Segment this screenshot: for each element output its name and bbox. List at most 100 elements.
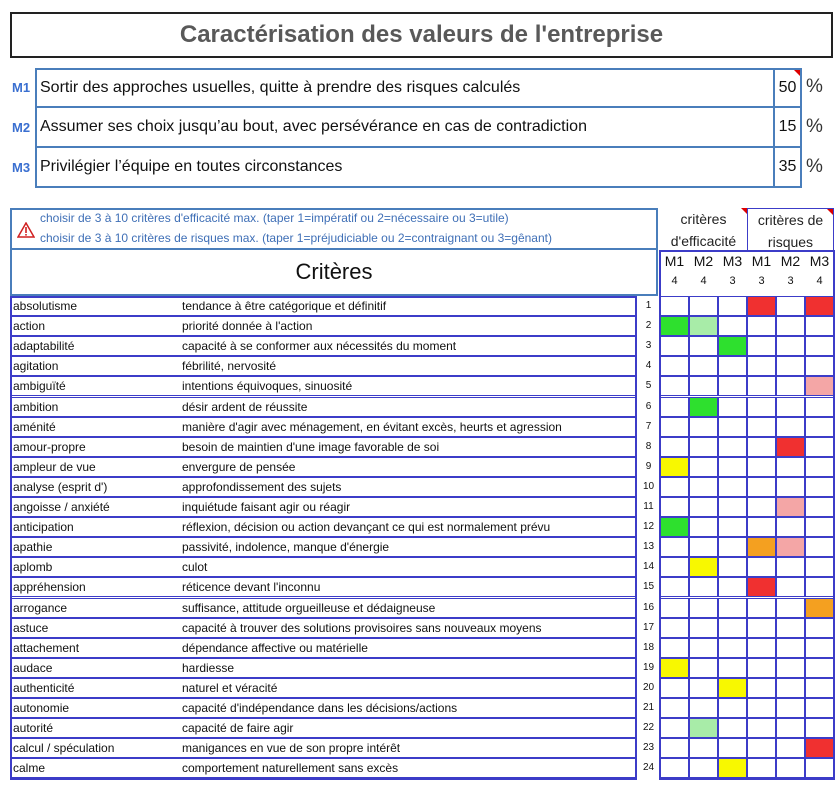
score-cell[interactable]: [747, 698, 776, 718]
score-cell[interactable]: [718, 416, 747, 437]
score-cell[interactable]: [689, 316, 718, 337]
score-cell[interactable]: [718, 376, 747, 397]
score-cell[interactable]: [660, 456, 689, 477]
score-cell[interactable]: [718, 436, 747, 457]
score-cell[interactable]: [747, 718, 776, 739]
score-cell[interactable]: [660, 316, 689, 337]
score-cell[interactable]: [689, 677, 718, 698]
score-cell[interactable]: [660, 296, 689, 316]
score-cell[interactable]: [718, 577, 747, 598]
score-cell[interactable]: [776, 718, 805, 739]
score-cell[interactable]: [776, 537, 805, 558]
score-cell[interactable]: [776, 497, 805, 517]
score-cell[interactable]: [660, 396, 689, 417]
score-cell[interactable]: [660, 577, 689, 598]
score-cell[interactable]: [660, 436, 689, 457]
score-cell[interactable]: [747, 476, 776, 497]
score-cell[interactable]: [718, 336, 747, 357]
score-cell[interactable]: [805, 396, 834, 417]
score-cell[interactable]: [660, 718, 689, 739]
score-cell[interactable]: [805, 316, 834, 337]
score-cell[interactable]: [718, 476, 747, 497]
score-cell[interactable]: [776, 376, 805, 397]
score-cell[interactable]: [718, 557, 747, 578]
score-cell[interactable]: [747, 637, 776, 658]
score-cell[interactable]: [747, 677, 776, 698]
score-cell[interactable]: [776, 637, 805, 658]
score-cell[interactable]: [718, 497, 747, 517]
score-cell[interactable]: [660, 758, 689, 779]
score-cell[interactable]: [776, 396, 805, 417]
score-cell[interactable]: [776, 597, 805, 618]
score-cell[interactable]: [689, 396, 718, 417]
score-cell[interactable]: [660, 637, 689, 658]
score-cell[interactable]: [747, 537, 776, 558]
score-cell[interactable]: [776, 758, 805, 779]
score-cell[interactable]: [805, 698, 834, 718]
score-cell[interactable]: [776, 617, 805, 638]
score-cell[interactable]: [747, 376, 776, 397]
score-cell[interactable]: [718, 537, 747, 558]
score-cell[interactable]: [805, 758, 834, 779]
score-cell[interactable]: [660, 416, 689, 437]
score-cell[interactable]: [776, 336, 805, 357]
score-cell[interactable]: [660, 698, 689, 718]
score-cell[interactable]: [805, 456, 834, 477]
score-cell[interactable]: [805, 637, 834, 658]
score-cell[interactable]: [747, 456, 776, 477]
score-cell[interactable]: [660, 617, 689, 638]
score-cell[interactable]: [776, 657, 805, 678]
score-cell[interactable]: [660, 356, 689, 377]
score-cell[interactable]: [747, 416, 776, 437]
score-cell[interactable]: [805, 517, 834, 538]
score-cell[interactable]: [776, 738, 805, 759]
score-cell[interactable]: [718, 758, 747, 779]
score-cell[interactable]: [747, 436, 776, 457]
score-cell[interactable]: [718, 597, 747, 618]
score-cell[interactable]: [805, 677, 834, 698]
score-cell[interactable]: [660, 738, 689, 759]
score-cell[interactable]: [660, 517, 689, 538]
score-cell[interactable]: [776, 456, 805, 477]
score-cell[interactable]: [689, 577, 718, 598]
score-cell[interactable]: [689, 436, 718, 457]
score-cell[interactable]: [689, 416, 718, 437]
score-cell[interactable]: [718, 617, 747, 638]
score-cell[interactable]: [689, 376, 718, 397]
mission-percent-input[interactable]: 50: [775, 68, 802, 108]
score-cell[interactable]: [776, 356, 805, 377]
score-cell[interactable]: [689, 698, 718, 718]
score-cell[interactable]: [776, 316, 805, 337]
score-cell[interactable]: [718, 698, 747, 718]
mission-percent-input[interactable]: 35: [775, 148, 802, 188]
score-cell[interactable]: [747, 617, 776, 638]
score-cell[interactable]: [718, 517, 747, 538]
score-cell[interactable]: [776, 557, 805, 578]
score-cell[interactable]: [776, 517, 805, 538]
score-cell[interactable]: [805, 416, 834, 437]
score-cell[interactable]: [805, 718, 834, 739]
score-cell[interactable]: [747, 356, 776, 377]
score-cell[interactable]: [660, 597, 689, 618]
score-cell[interactable]: [776, 476, 805, 497]
score-cell[interactable]: [776, 416, 805, 437]
score-cell[interactable]: [747, 497, 776, 517]
score-cell[interactable]: [747, 557, 776, 578]
score-cell[interactable]: [689, 637, 718, 658]
score-cell[interactable]: [689, 456, 718, 477]
score-cell[interactable]: [660, 376, 689, 397]
score-cell[interactable]: [689, 738, 718, 759]
score-cell[interactable]: [689, 718, 718, 739]
score-cell[interactable]: [805, 497, 834, 517]
score-cell[interactable]: [689, 597, 718, 618]
score-cell[interactable]: [689, 557, 718, 578]
score-cell[interactable]: [718, 316, 747, 337]
score-cell[interactable]: [747, 758, 776, 779]
score-cell[interactable]: [718, 657, 747, 678]
score-cell[interactable]: [689, 537, 718, 558]
mission-percent-input[interactable]: 15: [775, 108, 802, 148]
score-cell[interactable]: [747, 316, 776, 337]
score-cell[interactable]: [805, 476, 834, 497]
score-cell[interactable]: [805, 657, 834, 678]
score-cell[interactable]: [718, 637, 747, 658]
